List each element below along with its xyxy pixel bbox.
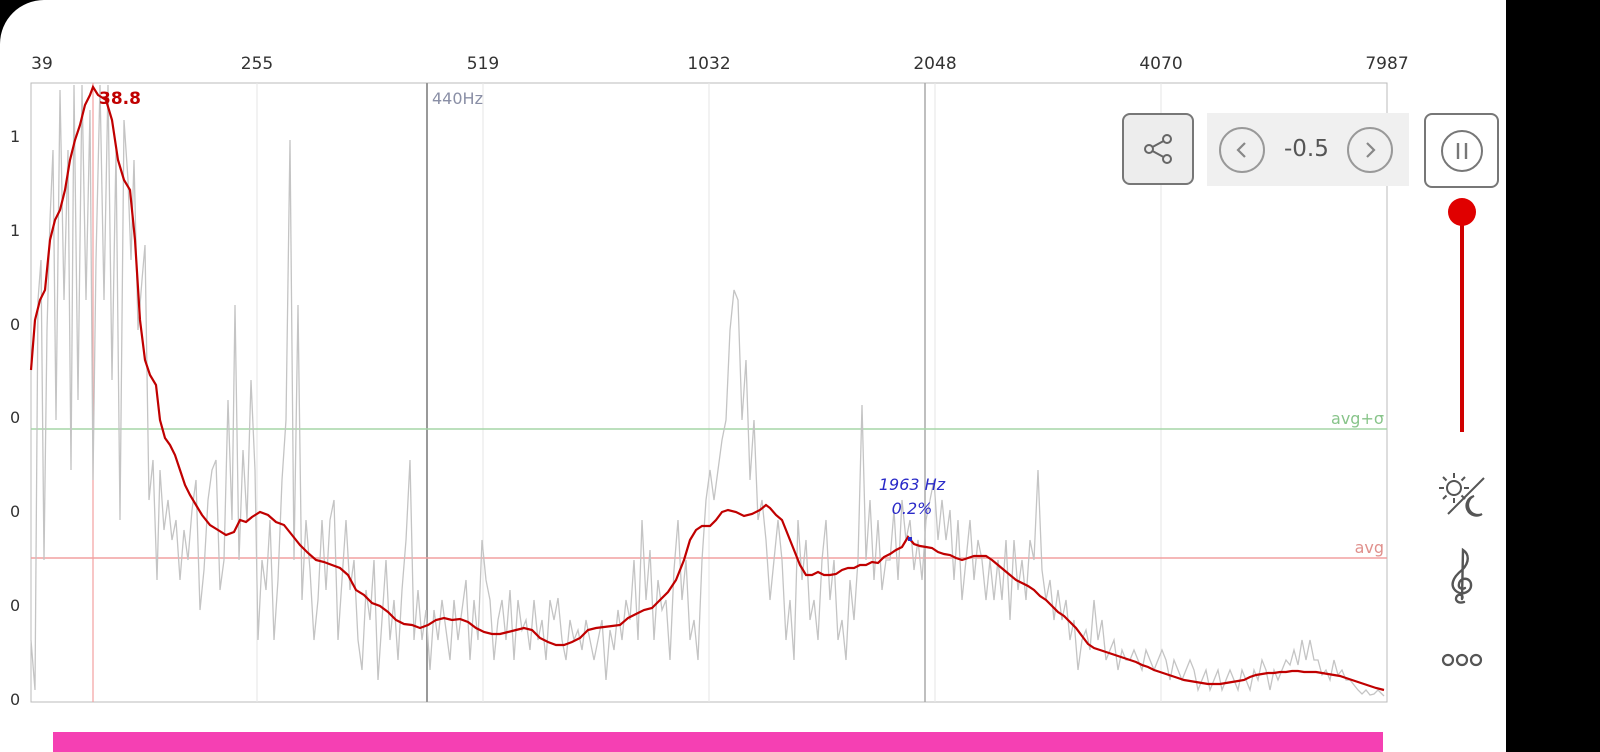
bottom-status-bar <box>53 732 1383 752</box>
spectrum-screen: 39 255 519 1032 2048 4070 7987 1 1 0 0 0… <box>0 0 1506 752</box>
y-tick-label: 0 <box>10 315 21 334</box>
share-button[interactable] <box>1122 113 1194 185</box>
y-tick-label: 1 <box>10 127 21 146</box>
cursor-point <box>908 537 912 541</box>
y-tick-label: 0 <box>10 408 21 427</box>
smooth-spectrum-curve[interactable] <box>29 84 1385 692</box>
more-dots-icon <box>1441 653 1483 667</box>
x-tick-label: 39 <box>31 54 53 74</box>
y-tick-label: 1 <box>10 221 21 240</box>
spectrum-plot[interactable]: 38.8 440Hz avg+σ avg 1963 Hz 0.2% <box>0 0 1506 752</box>
day-night-icon <box>1439 473 1485 517</box>
offset-increase-button[interactable] <box>1347 127 1393 173</box>
pause-button[interactable] <box>1424 113 1499 188</box>
chevron-right-icon <box>1366 142 1376 158</box>
reference-440-label: 440Hz <box>432 89 483 108</box>
day-night-toggle[interactable] <box>1436 468 1488 524</box>
offset-value: -0.5 <box>1284 136 1329 162</box>
pause-icon <box>1440 129 1483 172</box>
cursor-frequency-label: 1963 Hz <box>879 475 946 494</box>
y-tick-label: 0 <box>10 690 21 709</box>
y-tick-label: 0 <box>10 502 21 521</box>
notes-mode-button[interactable] <box>1436 547 1488 604</box>
x-tick-label: 2048 <box>913 54 957 74</box>
sensitivity-slider-track[interactable] <box>1460 210 1464 432</box>
share-icon <box>1144 134 1172 164</box>
sensitivity-slider-thumb[interactable] <box>1448 198 1476 226</box>
x-tick-label: 519 <box>466 54 500 74</box>
avg-label: avg <box>1355 538 1384 557</box>
cursor-percent-label: 0.2% <box>892 499 933 518</box>
x-tick-label: 255 <box>240 54 274 74</box>
x-tick-label: 1032 <box>687 54 731 74</box>
x-tick-label: 4070 <box>1139 54 1183 74</box>
peak-value-label: 38.8 <box>99 89 141 109</box>
avg-sigma-label: avg+σ <box>1331 409 1384 428</box>
chevron-left-icon <box>1236 142 1246 158</box>
x-tick-label: 7987 <box>1365 54 1409 74</box>
more-options-button[interactable] <box>1436 632 1488 688</box>
treble-clef-icon <box>1451 547 1473 604</box>
y-tick-label: 0 <box>10 596 21 615</box>
offset-decrease-button[interactable] <box>1219 127 1265 173</box>
